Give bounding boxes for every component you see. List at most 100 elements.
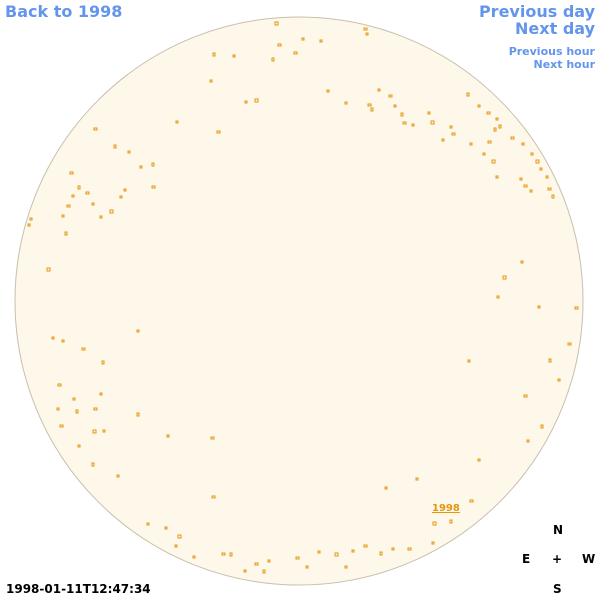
- feature-speck: [221, 552, 226, 556]
- feature-speck: [334, 552, 339, 557]
- solar-disk: [14, 16, 584, 586]
- feature-speck: [486, 111, 491, 115]
- feature-speck: [93, 127, 98, 131]
- feature-speck: [71, 194, 75, 198]
- feature-speck: [523, 394, 528, 398]
- feature-speck: [216, 130, 221, 134]
- feature-speck: [431, 541, 435, 545]
- feature-speck: [367, 103, 372, 107]
- feature-speck: [29, 217, 33, 221]
- feature-speck: [363, 544, 368, 548]
- feature-speck: [482, 152, 486, 156]
- feature-speck: [46, 267, 51, 272]
- feature-speck: [243, 569, 247, 573]
- feature-speck: [151, 185, 156, 189]
- feature-speck: [305, 565, 309, 569]
- feature-speck: [175, 120, 179, 124]
- feature-speck: [495, 117, 499, 121]
- feature-speck: [344, 565, 348, 569]
- feature-speck: [540, 424, 544, 429]
- feature-speck: [61, 339, 65, 343]
- feature-speck: [277, 43, 282, 47]
- feature-speck: [69, 171, 74, 175]
- feature-speck: [502, 275, 507, 280]
- feature-speck: [370, 107, 374, 112]
- feature-speck: [535, 159, 540, 164]
- feature-speck: [344, 101, 348, 105]
- feature-speck: [66, 204, 71, 208]
- feature-speck: [61, 214, 65, 218]
- feature-speck: [498, 124, 502, 129]
- next-hour-link[interactable]: Next hour: [533, 58, 596, 71]
- feature-speck: [449, 125, 453, 129]
- feature-speck: [93, 407, 98, 411]
- feature-speck: [91, 202, 95, 206]
- feature-speck: [530, 152, 534, 156]
- compass-east: E: [522, 552, 531, 566]
- feature-speck: [177, 534, 182, 539]
- feature-speck: [430, 120, 435, 125]
- feature-speck: [271, 57, 275, 62]
- feature-speck: [496, 295, 500, 299]
- feature-speck: [102, 429, 106, 433]
- feature-speck: [510, 136, 515, 140]
- disk-year-link[interactable]: 1998: [432, 503, 460, 514]
- feature-speck: [262, 569, 266, 574]
- feature-speck: [317, 550, 321, 554]
- feature-speck: [229, 552, 233, 557]
- next-day-link[interactable]: Next day: [515, 19, 595, 38]
- previous-day-link[interactable]: Previous day: [478, 2, 595, 21]
- feature-speck: [477, 458, 481, 462]
- feature-speck: [319, 39, 323, 43]
- feature-speck: [295, 556, 300, 560]
- compass-west: W: [582, 552, 596, 566]
- feature-speck: [75, 409, 79, 414]
- feature-speck: [379, 551, 383, 556]
- feature-speck: [254, 98, 259, 103]
- timestamp: 1998-01-11T12:47:34: [6, 582, 151, 596]
- feature-speck: [92, 429, 97, 434]
- feature-speck: [415, 477, 419, 481]
- feature-speck: [519, 177, 523, 181]
- feature-speck: [77, 444, 81, 448]
- feature-speck: [469, 142, 473, 146]
- feature-speck: [545, 175, 549, 179]
- feature-speck: [64, 231, 68, 236]
- feature-speck: [427, 111, 431, 115]
- compass-south: S: [553, 582, 562, 596]
- feature-speck: [529, 189, 533, 193]
- feature-speck: [402, 121, 407, 125]
- feature-speck: [487, 140, 492, 144]
- feature-speck: [388, 94, 393, 98]
- feature-speck: [123, 188, 127, 192]
- feature-speck: [211, 495, 216, 499]
- feature-speck: [526, 439, 530, 443]
- feature-speck: [493, 127, 497, 132]
- feature-speck: [411, 123, 415, 127]
- compass-center: +: [552, 552, 563, 566]
- previous-hour-link[interactable]: Previous hour: [508, 45, 595, 58]
- feature-speck: [127, 150, 131, 154]
- feature-speck: [400, 112, 404, 117]
- feature-speck: [136, 412, 140, 417]
- feature-speck: [151, 162, 155, 167]
- feature-speck: [377, 88, 381, 92]
- feature-speck: [77, 185, 81, 190]
- feature-speck: [274, 21, 279, 26]
- feature-speck: [99, 215, 103, 219]
- feature-speck: [232, 54, 236, 58]
- feature-speck: [365, 32, 369, 36]
- back-link[interactable]: Back to 1998: [5, 2, 123, 21]
- feature-speck: [363, 27, 368, 31]
- feature-speck: [91, 462, 95, 467]
- feature-speck: [136, 329, 140, 333]
- feature-speck: [523, 184, 528, 188]
- feature-speck: [521, 142, 525, 146]
- feature-speck: [57, 383, 62, 387]
- feature-speck: [326, 89, 330, 93]
- feature-speck: [491, 159, 496, 164]
- feature-speck: [466, 92, 470, 97]
- feature-speck: [72, 397, 76, 401]
